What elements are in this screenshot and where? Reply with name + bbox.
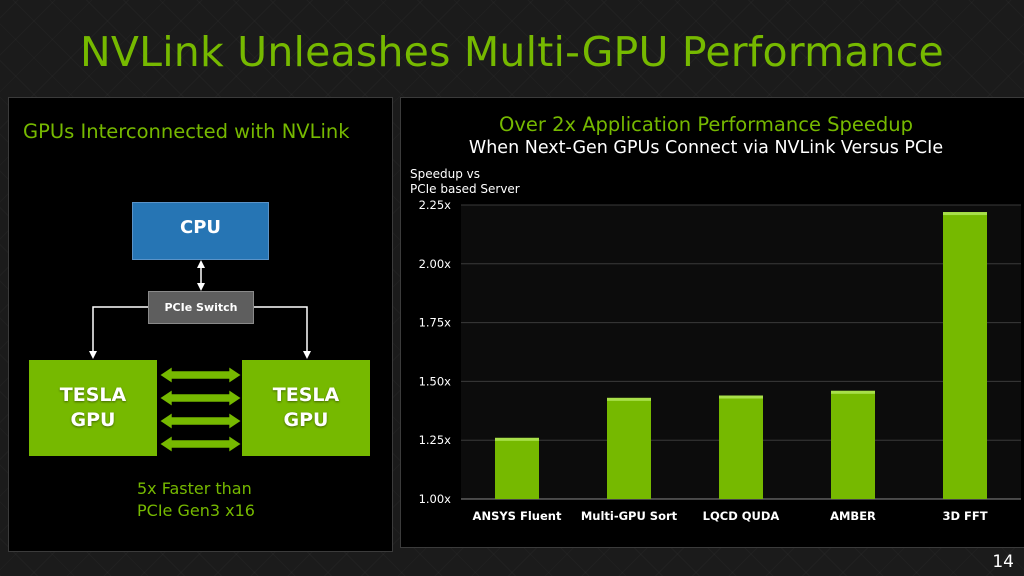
cpu-box: CPU [132,202,269,260]
y-tick-label: 2.00x [419,257,452,271]
gpu-left-line2: GPU [70,409,116,431]
y-tick-label: 1.75x [419,316,452,330]
bar-highlight [495,437,539,441]
bar-highlight [831,390,875,394]
nvlink-arrows [159,366,242,453]
speed-note-line2: PCIe Gen3 x16 [137,501,255,520]
y-tick-label: 1.00x [419,492,452,506]
nvlink-arrow-4 [159,435,242,453]
nvlink-arrow-1 [159,366,242,384]
bar [943,212,987,499]
speed-note: 5x Faster than PCIe Gen3 x16 [137,478,255,522]
y-tick-label: 2.25x [419,198,452,212]
nvlink-arrow-3 [159,412,242,430]
chart-title: Over 2x Application Performance Speedup [498,113,914,136]
diagram-heading: GPUs Interconnected with NVLink [23,120,350,143]
pcie-switch-label: PCIe Switch [164,301,238,314]
pcie-switch-box: PCIe Switch [148,291,254,324]
y-axis-label: Speedup vs PCIe based Server [410,167,520,197]
bar-highlight [607,397,651,401]
gpu-right-line2: GPU [283,409,329,431]
page-number: 14 [992,552,1014,572]
gpu-left-line1: TESLA [59,384,127,406]
x-tick-label: ANSYS Fluent [473,509,562,523]
x-tick-label: AMBER [830,509,876,523]
bar [607,397,651,499]
speed-note-line1: 5x Faster than [137,479,252,498]
bar-highlight [719,395,763,399]
bar [831,390,875,499]
x-tick-label: LQCD QUDA [703,509,780,523]
diagram-connectors [89,260,311,453]
slide-title: NVLink Unleashes Multi-GPU Performance [80,28,944,76]
bar [719,395,763,499]
speedup-chart-panel: Over 2x Application Performance Speedup … [400,97,1024,548]
y-axis-label-line2: PCIe based Server [410,182,520,196]
cpu-label: CPU [179,217,222,238]
switch-to-left-gpu-link [89,306,148,359]
tesla-gpu-right: TESLA GPU [242,360,370,456]
tesla-gpu-left: TESLA GPU [29,360,157,456]
x-tick-label: Multi-GPU Sort [581,509,678,523]
x-tick-label: 3D FFT [942,509,987,523]
nvlink-diagram-panel: GPUs Interconnected with NVLink CPU PCIe… [8,97,393,552]
y-tick-label: 1.50x [419,374,452,388]
gpu-right-line1: TESLA [272,384,340,406]
bar-highlight [943,212,987,216]
nvlink-arrow-2 [159,389,242,407]
speedup-bar-chart: 1.00x 1.25x 1.50x 1.75x 2.00x 2.25x ANSYS Flue… [419,198,1021,523]
y-tick-label: 1.25x [419,433,452,447]
bar [495,437,539,499]
switch-to-right-gpu-link [252,306,311,359]
chart-subtitle: When Next-Gen GPUs Connect via NVLink Ve… [468,138,944,158]
y-axis-label-line1: Speedup vs [410,167,481,181]
